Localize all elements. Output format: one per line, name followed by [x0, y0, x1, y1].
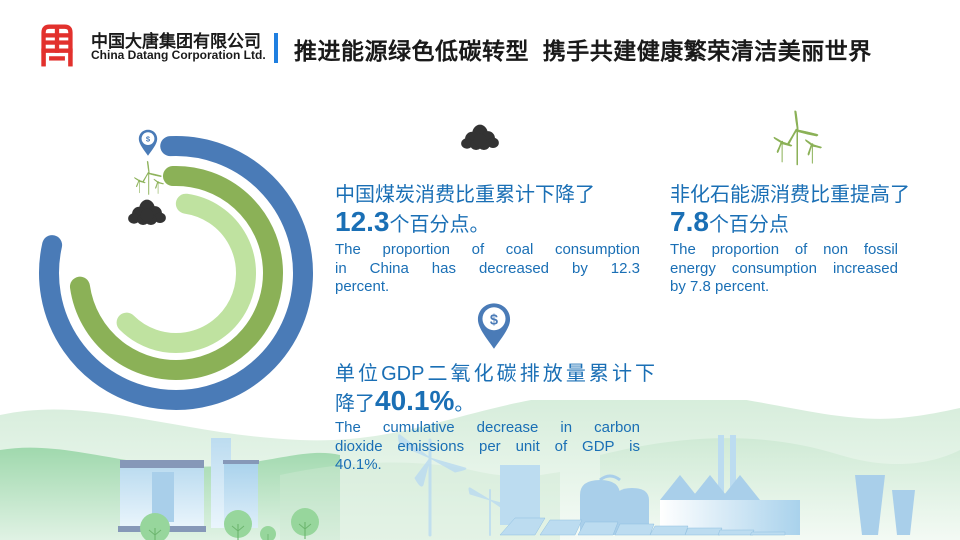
svg-text:$: $ [490, 312, 498, 328]
